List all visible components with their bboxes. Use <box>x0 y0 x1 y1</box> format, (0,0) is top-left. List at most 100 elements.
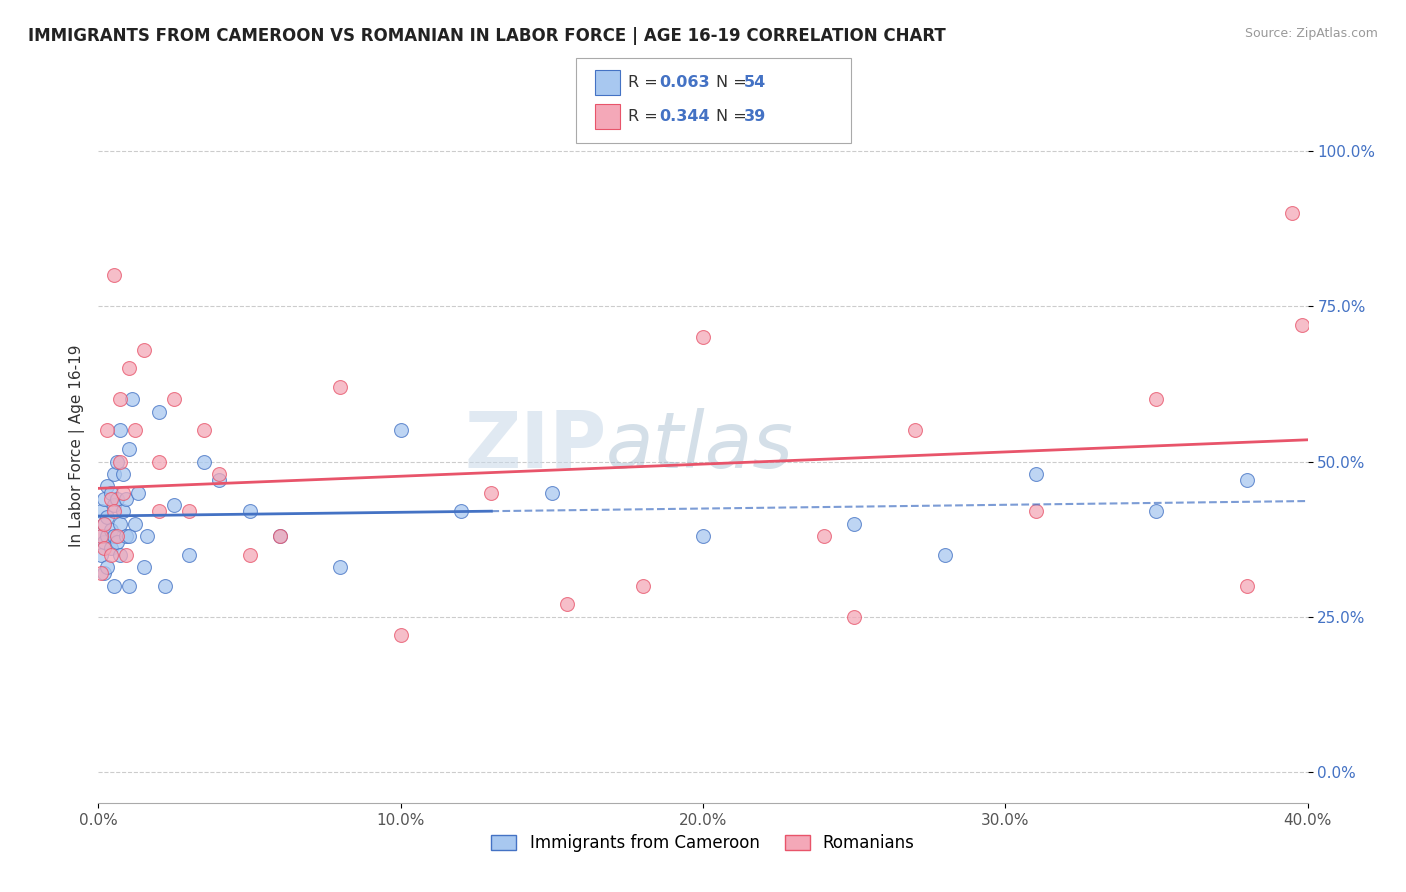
Point <box>93 541 115 556</box>
Point <box>239 504 262 518</box>
Point <box>90 504 112 518</box>
Point <box>93 566 115 581</box>
Point <box>108 516 131 531</box>
Text: R =: R = <box>628 110 664 124</box>
Point <box>100 523 122 537</box>
Point <box>179 548 201 562</box>
Point <box>1236 579 1258 593</box>
Point <box>90 529 112 543</box>
Text: N =: N = <box>716 110 752 124</box>
Point <box>692 330 714 344</box>
Legend: Immigrants from Cameroon, Romanians: Immigrants from Cameroon, Romanians <box>485 828 921 859</box>
Point <box>103 467 125 481</box>
Text: N =: N = <box>716 76 752 90</box>
Point <box>1144 504 1167 518</box>
Point <box>329 560 352 574</box>
Text: ZIP: ZIP <box>464 408 606 484</box>
Point <box>111 485 134 500</box>
Text: 39: 39 <box>744 110 766 124</box>
Text: 0.344: 0.344 <box>659 110 710 124</box>
Point <box>118 442 141 456</box>
Point <box>121 392 143 407</box>
Point <box>114 529 136 543</box>
Text: 0.063: 0.063 <box>659 76 710 90</box>
Point <box>269 529 291 543</box>
Point <box>132 560 155 574</box>
Y-axis label: In Labor Force | Age 16-19: In Labor Force | Age 16-19 <box>69 344 84 548</box>
Text: atlas: atlas <box>606 408 794 484</box>
Point <box>90 548 112 562</box>
Point <box>105 454 128 468</box>
Point <box>108 424 131 438</box>
Point <box>1291 318 1313 332</box>
Point <box>103 504 125 518</box>
Point <box>105 491 128 506</box>
Point <box>108 454 131 468</box>
Point <box>124 424 146 438</box>
Point <box>105 529 128 543</box>
Point <box>179 504 201 518</box>
Text: Source: ZipAtlas.com: Source: ZipAtlas.com <box>1244 27 1378 40</box>
Point <box>631 579 654 593</box>
Point <box>208 467 231 481</box>
Point <box>96 479 118 493</box>
Point <box>163 498 186 512</box>
Point <box>193 424 215 438</box>
Point <box>100 491 122 506</box>
Point <box>148 504 170 518</box>
Point <box>105 535 128 549</box>
Point <box>1281 206 1303 220</box>
Point <box>389 424 412 438</box>
Point <box>114 491 136 506</box>
Point <box>481 485 503 500</box>
Point <box>118 361 141 376</box>
Text: R =: R = <box>628 76 664 90</box>
Point <box>148 454 170 468</box>
Point <box>96 424 118 438</box>
Point <box>813 529 835 543</box>
Text: IMMIGRANTS FROM CAMEROON VS ROMANIAN IN LABOR FORCE | AGE 16-19 CORRELATION CHAR: IMMIGRANTS FROM CAMEROON VS ROMANIAN IN … <box>28 27 946 45</box>
Text: 54: 54 <box>744 76 766 90</box>
Point <box>96 510 118 524</box>
Point <box>103 268 125 283</box>
Point <box>111 467 134 481</box>
Point <box>135 529 157 543</box>
Point <box>108 548 131 562</box>
Point <box>844 516 866 531</box>
Point <box>208 473 231 487</box>
Point <box>93 535 115 549</box>
Point <box>1024 504 1046 518</box>
Point <box>389 628 412 642</box>
Point <box>163 392 186 407</box>
Point <box>239 548 262 562</box>
Point <box>540 485 562 500</box>
Point <box>90 566 112 581</box>
Point <box>269 529 291 543</box>
Point <box>111 504 134 518</box>
Point <box>193 454 215 468</box>
Point <box>132 343 155 357</box>
Point <box>108 392 131 407</box>
Point <box>103 579 125 593</box>
Point <box>329 380 352 394</box>
Point <box>100 541 122 556</box>
Point <box>93 491 115 506</box>
Point <box>148 405 170 419</box>
Point <box>118 529 141 543</box>
Point <box>1024 467 1046 481</box>
Point <box>1144 392 1167 407</box>
Point <box>692 529 714 543</box>
Point <box>904 424 927 438</box>
Point <box>118 579 141 593</box>
Point <box>100 548 122 562</box>
Point <box>127 485 149 500</box>
Point <box>450 504 472 518</box>
Point <box>555 597 578 611</box>
Point <box>1236 473 1258 487</box>
Point <box>103 529 125 543</box>
Point <box>90 529 112 543</box>
Point <box>124 516 146 531</box>
Point <box>100 485 122 500</box>
Point <box>103 498 125 512</box>
Point <box>153 579 176 593</box>
